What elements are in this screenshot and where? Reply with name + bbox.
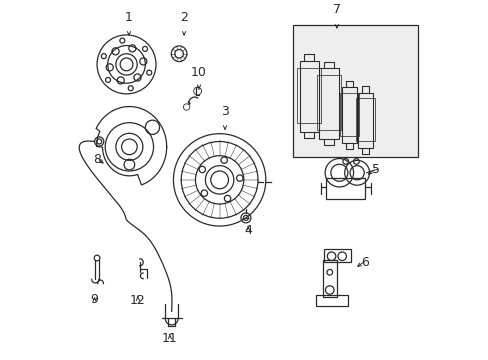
Bar bbox=[316, 75, 340, 130]
Text: 11: 11 bbox=[162, 332, 178, 345]
Text: 7: 7 bbox=[332, 4, 340, 17]
Bar bbox=[292, 25, 417, 157]
Text: 1: 1 bbox=[125, 10, 133, 23]
Text: 6: 6 bbox=[361, 256, 368, 269]
Bar bbox=[340, 93, 358, 136]
Text: 9: 9 bbox=[90, 293, 98, 306]
Bar bbox=[324, 249, 350, 262]
Text: 3: 3 bbox=[221, 105, 228, 118]
Bar bbox=[358, 93, 372, 148]
Text: 4: 4 bbox=[244, 224, 251, 237]
Text: 8: 8 bbox=[93, 153, 101, 166]
Bar bbox=[299, 61, 319, 132]
Bar bbox=[325, 178, 365, 199]
Text: 5: 5 bbox=[371, 163, 379, 176]
Text: 2: 2 bbox=[180, 10, 188, 23]
Bar bbox=[322, 260, 336, 297]
Text: 10: 10 bbox=[191, 66, 206, 78]
Bar bbox=[342, 87, 356, 143]
Bar bbox=[319, 68, 338, 139]
Bar bbox=[297, 68, 321, 123]
Bar bbox=[356, 98, 374, 141]
Bar bbox=[315, 295, 347, 306]
Text: 12: 12 bbox=[130, 294, 145, 307]
